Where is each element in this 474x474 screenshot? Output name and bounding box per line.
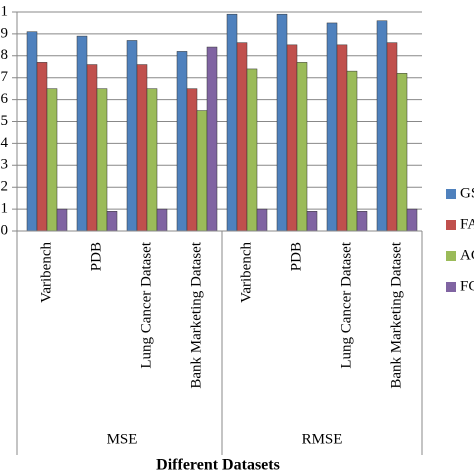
legend-label: FA [460,216,474,232]
y-tick-label: 0.6 [0,91,9,107]
x-tick-label: Bank Marketing Dataset [188,241,204,388]
bar [126,40,138,232]
bar [106,211,118,232]
bar [236,42,248,232]
x-tick-label: PDB [288,242,304,271]
bar [296,62,308,232]
bar [186,88,198,232]
x-tick-label: Bank Marketing Dataset [388,241,404,388]
bar [246,68,258,232]
bar [196,110,208,232]
legend-label: FC [460,278,474,294]
x-tick-label: Varibench [238,242,254,303]
bar [26,31,38,232]
y-tick-label: 0.2 [0,179,8,195]
bar [176,51,188,232]
bar [86,64,98,232]
legend-swatch [446,251,456,261]
bar [406,208,418,232]
bar [76,35,88,232]
bar [336,44,348,232]
bar [256,208,268,232]
bar [346,70,358,232]
x-axis-title: Different Datasets [156,457,280,474]
bar [356,211,368,232]
bar [386,42,398,232]
bar [206,46,218,232]
x-tick-label: Lung Cancer Dataset [338,241,354,368]
y-tick-label: 0.1 [0,201,8,217]
y-tick-label: 0.4 [0,135,9,151]
x-tick-label: Lung Cancer Dataset [138,241,154,368]
y-tick-label: 0.8 [0,47,8,63]
bar [276,13,288,232]
y-tick-label: 0 [1,222,9,238]
bar [226,13,238,232]
bar [376,20,388,232]
bar [96,88,108,232]
group-label: MSE [107,431,138,447]
legend-label: GS [460,185,474,201]
bar [156,208,168,232]
bar [326,22,338,232]
legend-swatch [446,189,456,199]
y-tick-label: 0.7 [0,69,9,85]
bar [46,88,58,232]
bar [36,62,48,232]
bar [146,88,158,232]
group-label: RMSE [302,431,343,447]
bar [56,208,68,232]
bar [306,211,318,232]
y-tick-label: 0.5 [0,113,8,129]
legend-swatch [446,220,456,230]
x-tick-label: PDB [88,242,104,271]
legend-swatch [446,282,456,292]
y-tick-label: 0.9 [0,25,8,41]
y-tick-label: 0.3 [0,157,8,173]
bar [396,73,408,232]
bar [136,64,148,232]
bar [286,44,298,232]
y-tick-label: 1 [1,3,9,19]
legend-label: AC [460,247,474,263]
x-tick-label: Varibench [38,242,54,303]
